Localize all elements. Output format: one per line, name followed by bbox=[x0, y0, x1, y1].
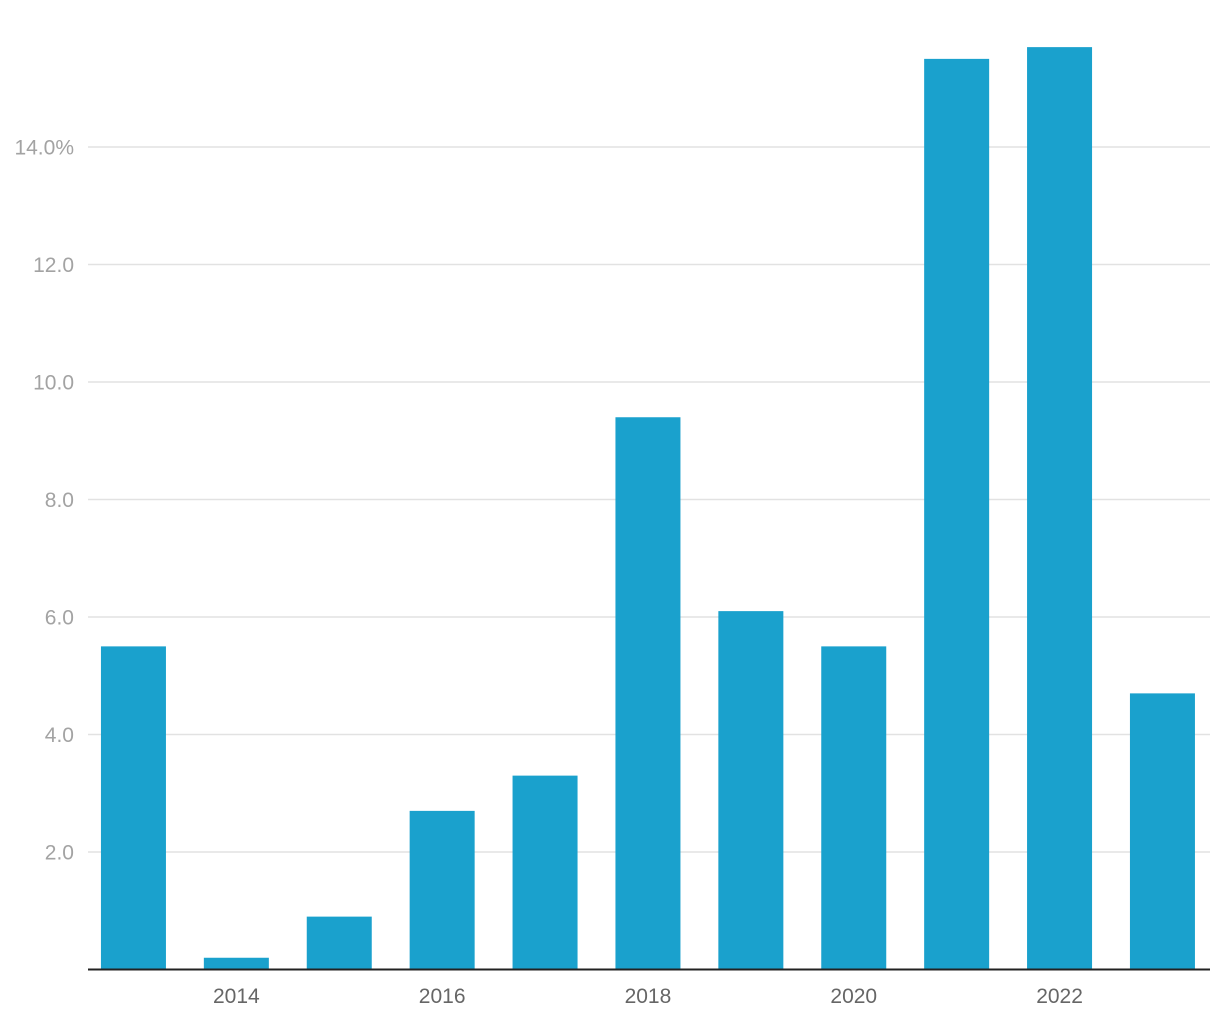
bar-2015 bbox=[306, 916, 372, 970]
bar-2014 bbox=[203, 957, 269, 970]
bar-2019 bbox=[718, 611, 784, 970]
y-axis-tick-labels: 2.0 4.0 6.0 8.0 10.0 12.0 14.0% bbox=[14, 137, 74, 865]
x-tick-label: 2016 bbox=[419, 985, 466, 1008]
bar-2016 bbox=[409, 810, 475, 970]
bar-2021 bbox=[924, 58, 990, 970]
y-tick-label: 6.0 bbox=[45, 607, 74, 630]
x-tick-label: 2014 bbox=[213, 985, 260, 1008]
bar-2013 bbox=[100, 646, 166, 970]
y-tick-label: 10.0 bbox=[33, 372, 74, 395]
bar-2017 bbox=[512, 775, 578, 970]
y-tick-label: 2.0 bbox=[45, 842, 74, 865]
bar-2020 bbox=[821, 646, 887, 970]
x-tick-label: 2020 bbox=[830, 985, 877, 1008]
x-axis-tick-labels: 2014 2016 2018 2020 2022 bbox=[213, 985, 1083, 1008]
x-tick-label: 2018 bbox=[625, 985, 672, 1008]
y-tick-label: 4.0 bbox=[45, 724, 74, 747]
x-tick-label: 2022 bbox=[1036, 985, 1083, 1008]
bar-2022 bbox=[1027, 47, 1093, 970]
bars bbox=[100, 47, 1195, 970]
y-tick-label: 8.0 bbox=[45, 489, 74, 512]
bar-2023 bbox=[1129, 693, 1195, 970]
y-tick-label: 12.0 bbox=[33, 254, 74, 277]
y-tick-label: 14.0% bbox=[14, 137, 74, 160]
bar-2018 bbox=[615, 417, 681, 970]
